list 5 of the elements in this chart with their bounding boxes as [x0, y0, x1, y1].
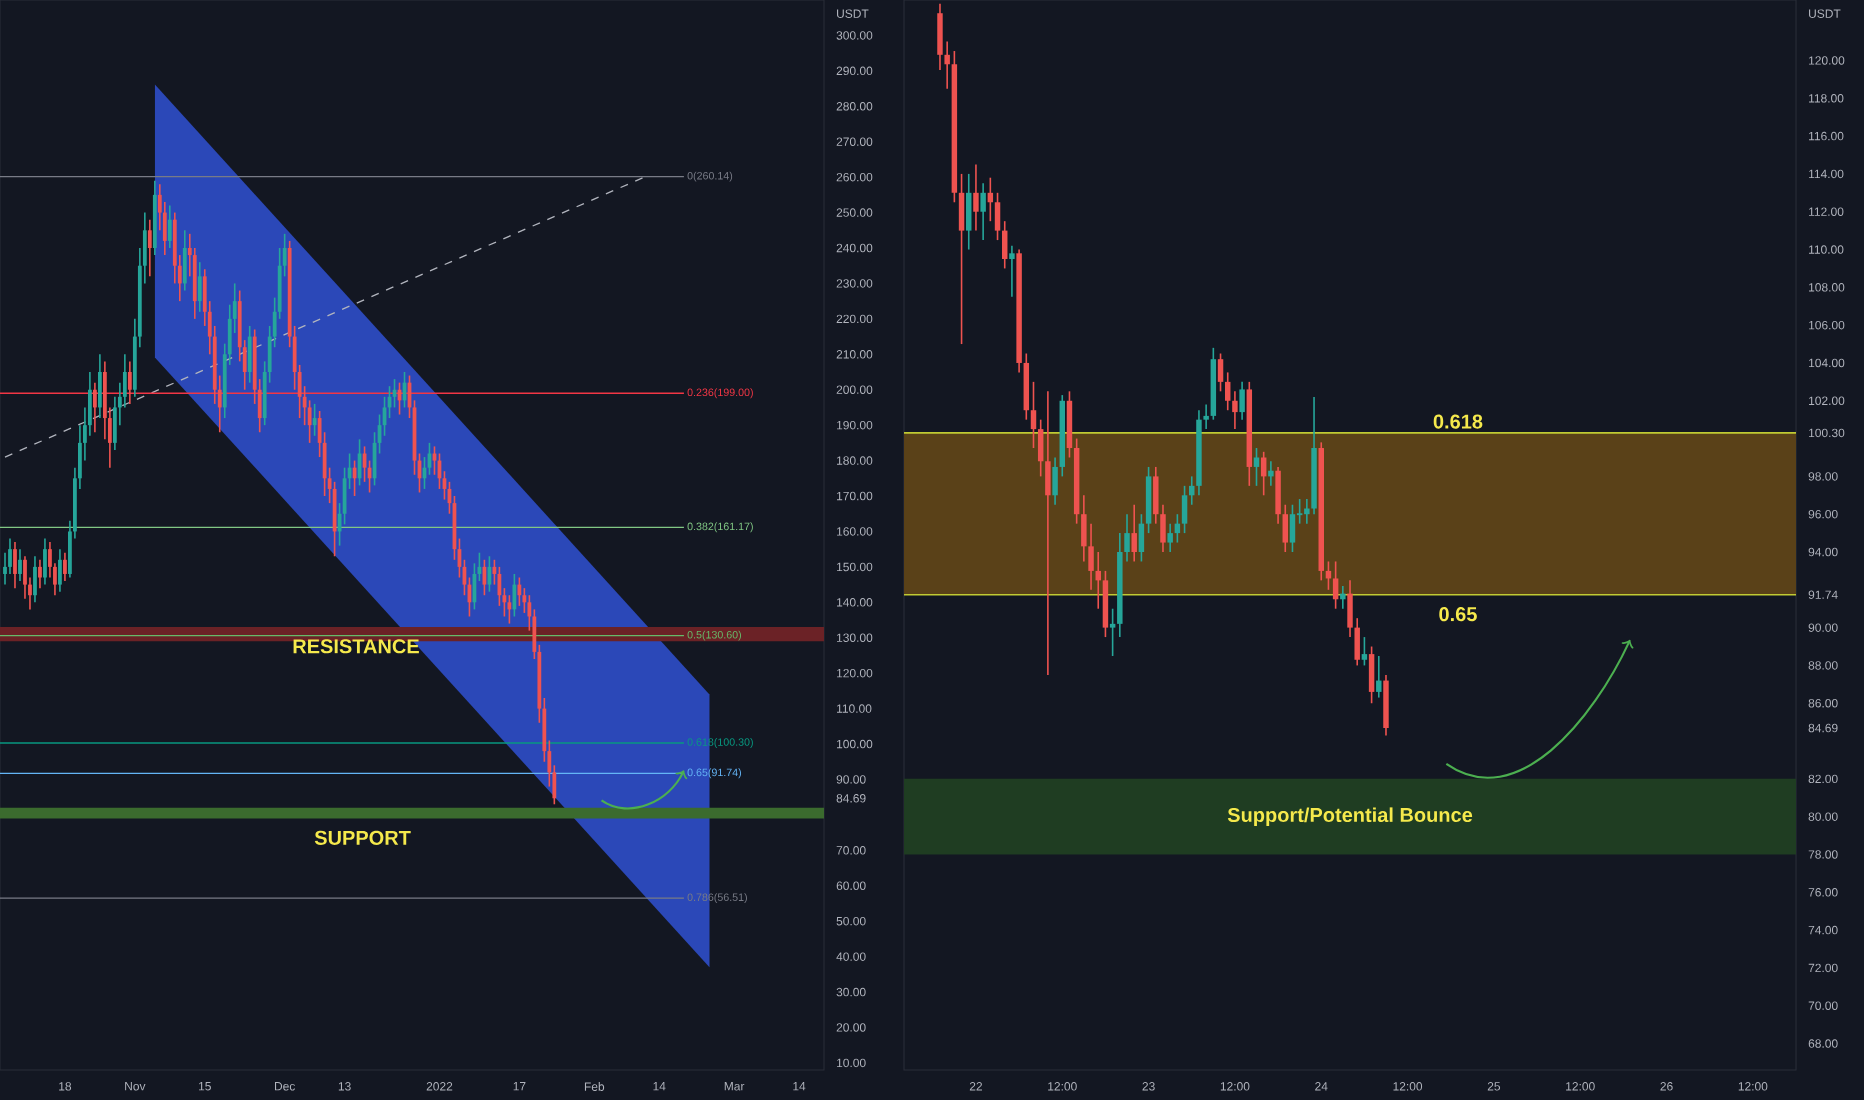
annotation: 0.65 — [1439, 607, 1477, 622]
annotation: SUPPORT — [314, 830, 411, 845]
annotation: 0.618 — [1433, 414, 1483, 429]
annotation: RESISTANCE — [293, 639, 419, 654]
band-label: Support/Potential Bounce — [1227, 807, 1473, 826]
